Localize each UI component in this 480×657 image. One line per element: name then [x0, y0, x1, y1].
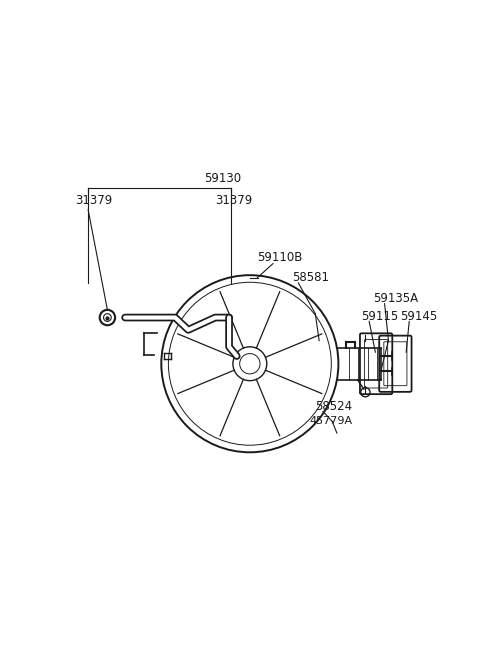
Text: 59110B: 59110B — [258, 251, 303, 264]
Text: 45779A: 45779A — [309, 417, 352, 426]
Text: 58581: 58581 — [292, 271, 329, 284]
Text: 59115: 59115 — [361, 309, 399, 323]
Text: 59135A: 59135A — [373, 292, 418, 305]
Text: 59130: 59130 — [204, 172, 241, 185]
Text: 58524: 58524 — [315, 399, 352, 413]
Text: 59145: 59145 — [400, 309, 437, 323]
Text: 31379: 31379 — [215, 194, 252, 207]
Text: 31379: 31379 — [75, 194, 112, 207]
